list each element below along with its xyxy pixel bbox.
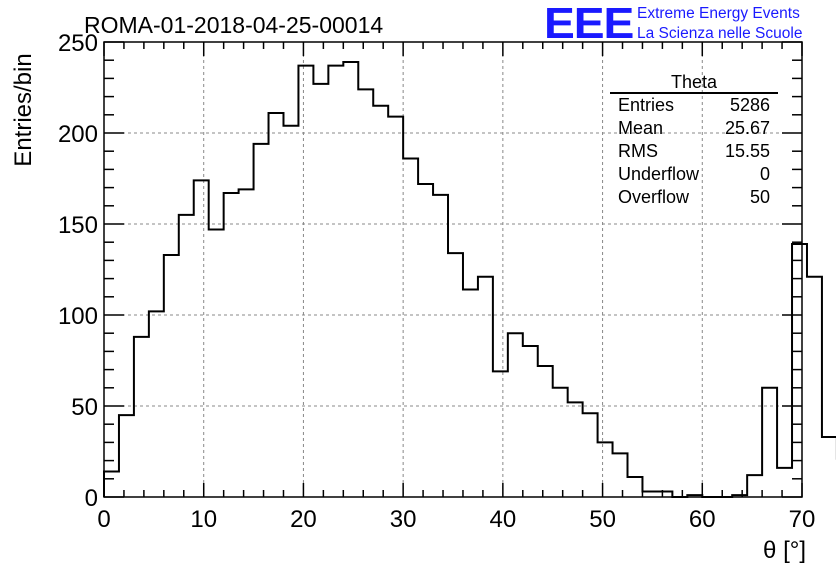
histogram-bin: [239, 189, 254, 497]
histogram-bin: [598, 442, 613, 497]
histogram-bin: [553, 388, 568, 497]
histogram-bin: [224, 193, 239, 497]
y-axis-label: Entries/bin: [10, 53, 37, 166]
stats-label: Overflow: [618, 187, 690, 207]
logo-caption: Extreme Energy Events La Scienza nelle S…: [637, 4, 802, 44]
stats-row-underflow: Underflow 0: [610, 163, 778, 186]
histogram-bin: [358, 89, 373, 497]
histogram-bin: [747, 475, 762, 497]
histogram-bin: [613, 453, 628, 497]
stats-label: Entries: [618, 95, 675, 115]
x-tick-label: 20: [290, 506, 317, 533]
stats-row-mean: Mean 25.67: [610, 117, 778, 140]
stats-label: Underflow: [618, 164, 700, 184]
histogram-bin: [523, 346, 538, 497]
histogram-bin: [807, 277, 822, 497]
histogram-bin: [568, 402, 583, 497]
histogram-bin: [343, 62, 358, 497]
y-tick-label: 0: [85, 485, 98, 512]
x-tick-label: 10: [190, 506, 217, 533]
stats-box: Theta Entries 5286 Mean 25.67 RMS 15.55 …: [610, 72, 778, 209]
histogram-bin: [373, 106, 388, 497]
histogram-bin: [134, 337, 149, 497]
histogram-bin: [493, 371, 508, 497]
stats-value: 50: [749, 187, 770, 207]
x-tick-label: 30: [390, 506, 417, 533]
histogram-bin: [269, 113, 284, 497]
histogram-bin: [283, 126, 298, 497]
histogram-bin: [657, 492, 672, 497]
histogram-bin: [149, 311, 164, 497]
histogram-bin: [388, 117, 403, 497]
grid: [104, 42, 802, 497]
histogram-bin: [194, 180, 209, 497]
histogram-bin: [777, 468, 792, 497]
histogram-bin: [313, 84, 328, 497]
y-tick-label: 150: [58, 212, 98, 239]
stats-label: RMS: [618, 141, 658, 161]
y-tick-label: 50: [71, 394, 98, 421]
histogram-bin: [104, 472, 119, 497]
stats-row-rms: RMS 15.55: [610, 140, 778, 163]
stats-label: Mean: [618, 118, 664, 138]
plot-frame: [103, 41, 803, 498]
histogram-bin: [822, 437, 836, 497]
histogram-bin: [762, 388, 777, 497]
histogram-bin: [448, 253, 463, 497]
y-tick-label: 100: [58, 303, 98, 330]
histogram-bin: [628, 477, 643, 497]
x-tick-label: 60: [689, 506, 716, 533]
x-tick-label: 40: [490, 506, 517, 533]
histogram-bin: [538, 366, 553, 497]
histogram-bin: [119, 415, 134, 497]
histogram-bin: [687, 495, 702, 497]
stats-value: 0: [759, 164, 770, 184]
stats-value: 5286: [729, 95, 770, 115]
axes: 0 10 20 30 40 50 60 70 0 50 100 150 200 250: [58, 30, 815, 533]
histogram-bin: [433, 195, 448, 497]
stats-row-entries: Entries 5286: [610, 94, 778, 117]
histogram-bin: [418, 184, 433, 497]
histogram-bin: [583, 413, 598, 497]
histogram-bin: [463, 290, 478, 497]
stats-value: 25.67: [724, 118, 770, 138]
stats-row-overflow: Overflow 50: [610, 186, 778, 209]
y-tick-label: 200: [58, 121, 98, 148]
histogram-bin: [254, 144, 269, 497]
x-axis-label: θ [°]: [763, 537, 806, 564]
logo-line-2: La Scienza nelle Scuole: [637, 25, 803, 42]
histogram-bin: [298, 66, 313, 497]
histogram-bin: [642, 492, 657, 497]
x-tick-label: 50: [589, 506, 616, 533]
histogram-bin: [792, 244, 807, 497]
histogram-bin: [179, 215, 194, 497]
histogram-bin: [328, 66, 343, 497]
chart-title: ROMA-01-2018-04-25-00014: [84, 12, 383, 38]
histogram-bin: [209, 229, 224, 497]
y-tick-label: 250: [58, 30, 98, 57]
histogram-series: [103, 61, 836, 498]
histogram-bin: [478, 277, 493, 497]
histogram-bin: [403, 158, 418, 497]
histogram-bin: [732, 495, 747, 497]
eee-logo: EEE: [544, 0, 634, 48]
stats-value: 15.55: [724, 141, 770, 161]
stats-title: Theta: [610, 72, 778, 94]
histogram-bin: [164, 255, 179, 497]
x-tick-label: 70: [789, 506, 816, 533]
logo-line-1: Extreme Energy Events: [637, 5, 800, 22]
x-tick-label: 0: [97, 506, 110, 533]
histogram-bin: [508, 333, 523, 497]
